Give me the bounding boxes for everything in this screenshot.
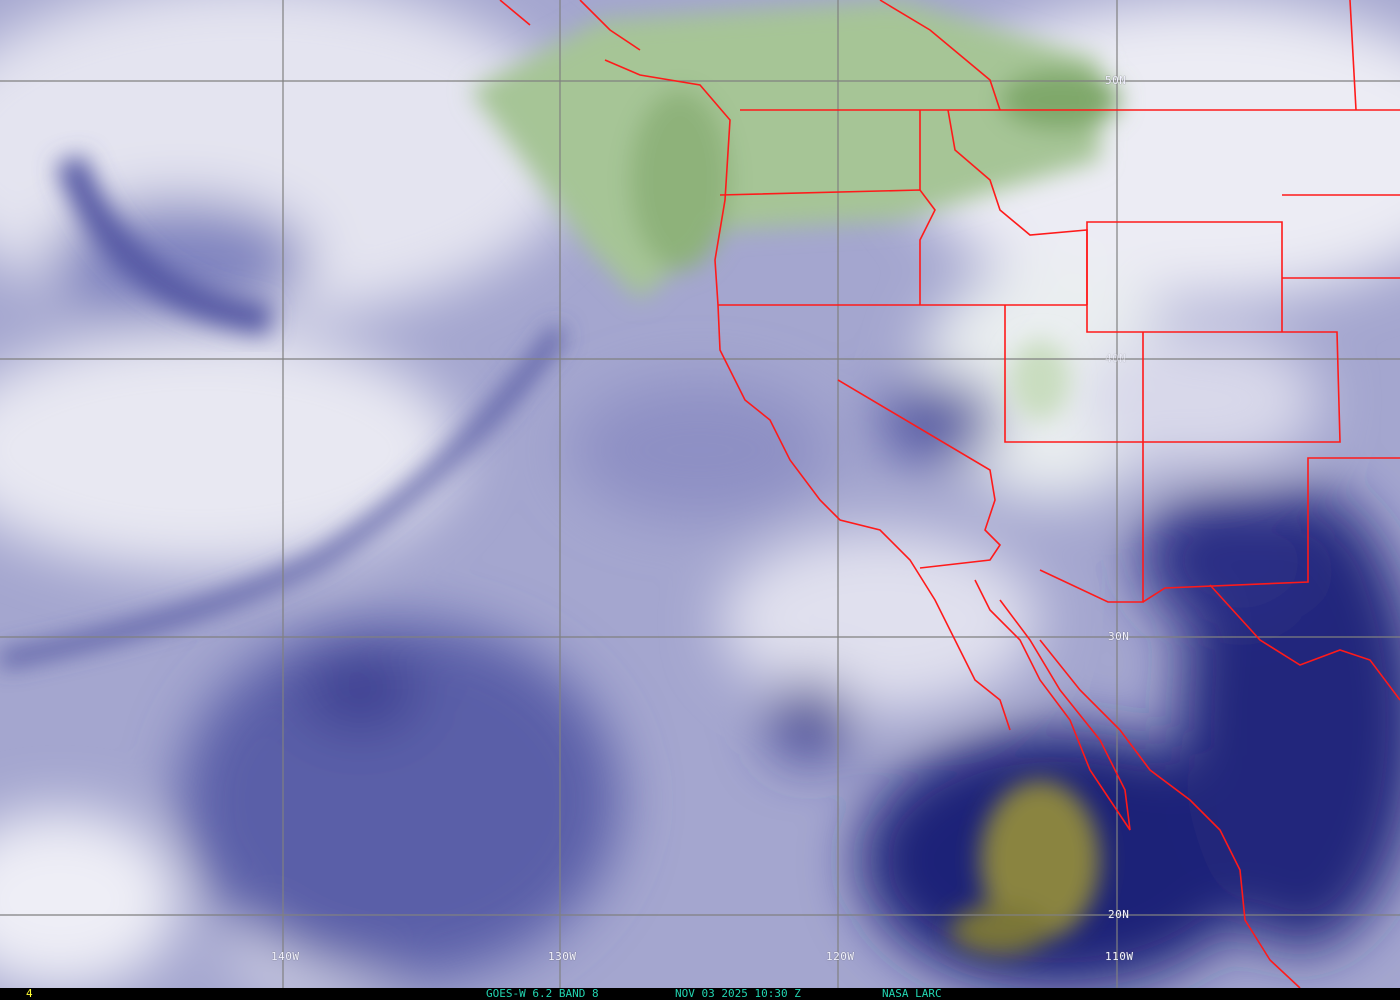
lat-label-50n: 50N: [1105, 74, 1127, 87]
timestamp: NOV 03 2025 10:30 Z: [675, 987, 801, 1000]
info-bar: 4 GOES-W 6.2 BAND 8 NOV 03 2025 10:30 Z …: [0, 988, 1400, 1000]
lon-label-130w: 130W: [548, 950, 577, 963]
political-borders: [499, 0, 1400, 988]
product-label: GOES-W 6.2 BAND 8: [486, 987, 599, 1000]
dry-swirl: [55, 154, 273, 335]
lat-label-20n: 20N: [1108, 908, 1130, 921]
lat-label-40n: 40N: [1105, 352, 1127, 365]
lon-label-110w: 110W: [1105, 950, 1134, 963]
frame-number: 4: [26, 987, 33, 1000]
credit-label: NASA LARC: [882, 987, 942, 1000]
cold-cloud-tops: [470, 0, 1120, 955]
dry-band: [0, 325, 566, 667]
lat-label-30n: 30N: [1108, 630, 1130, 643]
lon-label-120w: 120W: [826, 950, 855, 963]
lon-label-140w: 140W: [271, 950, 300, 963]
